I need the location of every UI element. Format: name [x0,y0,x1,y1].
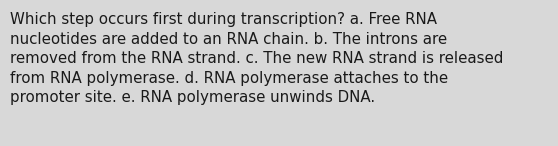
Text: promoter site. e. RNA polymerase unwinds DNA.: promoter site. e. RNA polymerase unwinds… [10,90,375,105]
Text: Which step occurs first during transcription? a. Free RNA: Which step occurs first during transcrip… [10,12,437,27]
Text: removed from the RNA strand. c. The new RNA strand is released: removed from the RNA strand. c. The new … [10,51,503,66]
Text: from RNA polymerase. d. RNA polymerase attaches to the: from RNA polymerase. d. RNA polymerase a… [10,71,448,86]
Text: nucleotides are added to an RNA chain. b. The introns are: nucleotides are added to an RNA chain. b… [10,32,447,46]
